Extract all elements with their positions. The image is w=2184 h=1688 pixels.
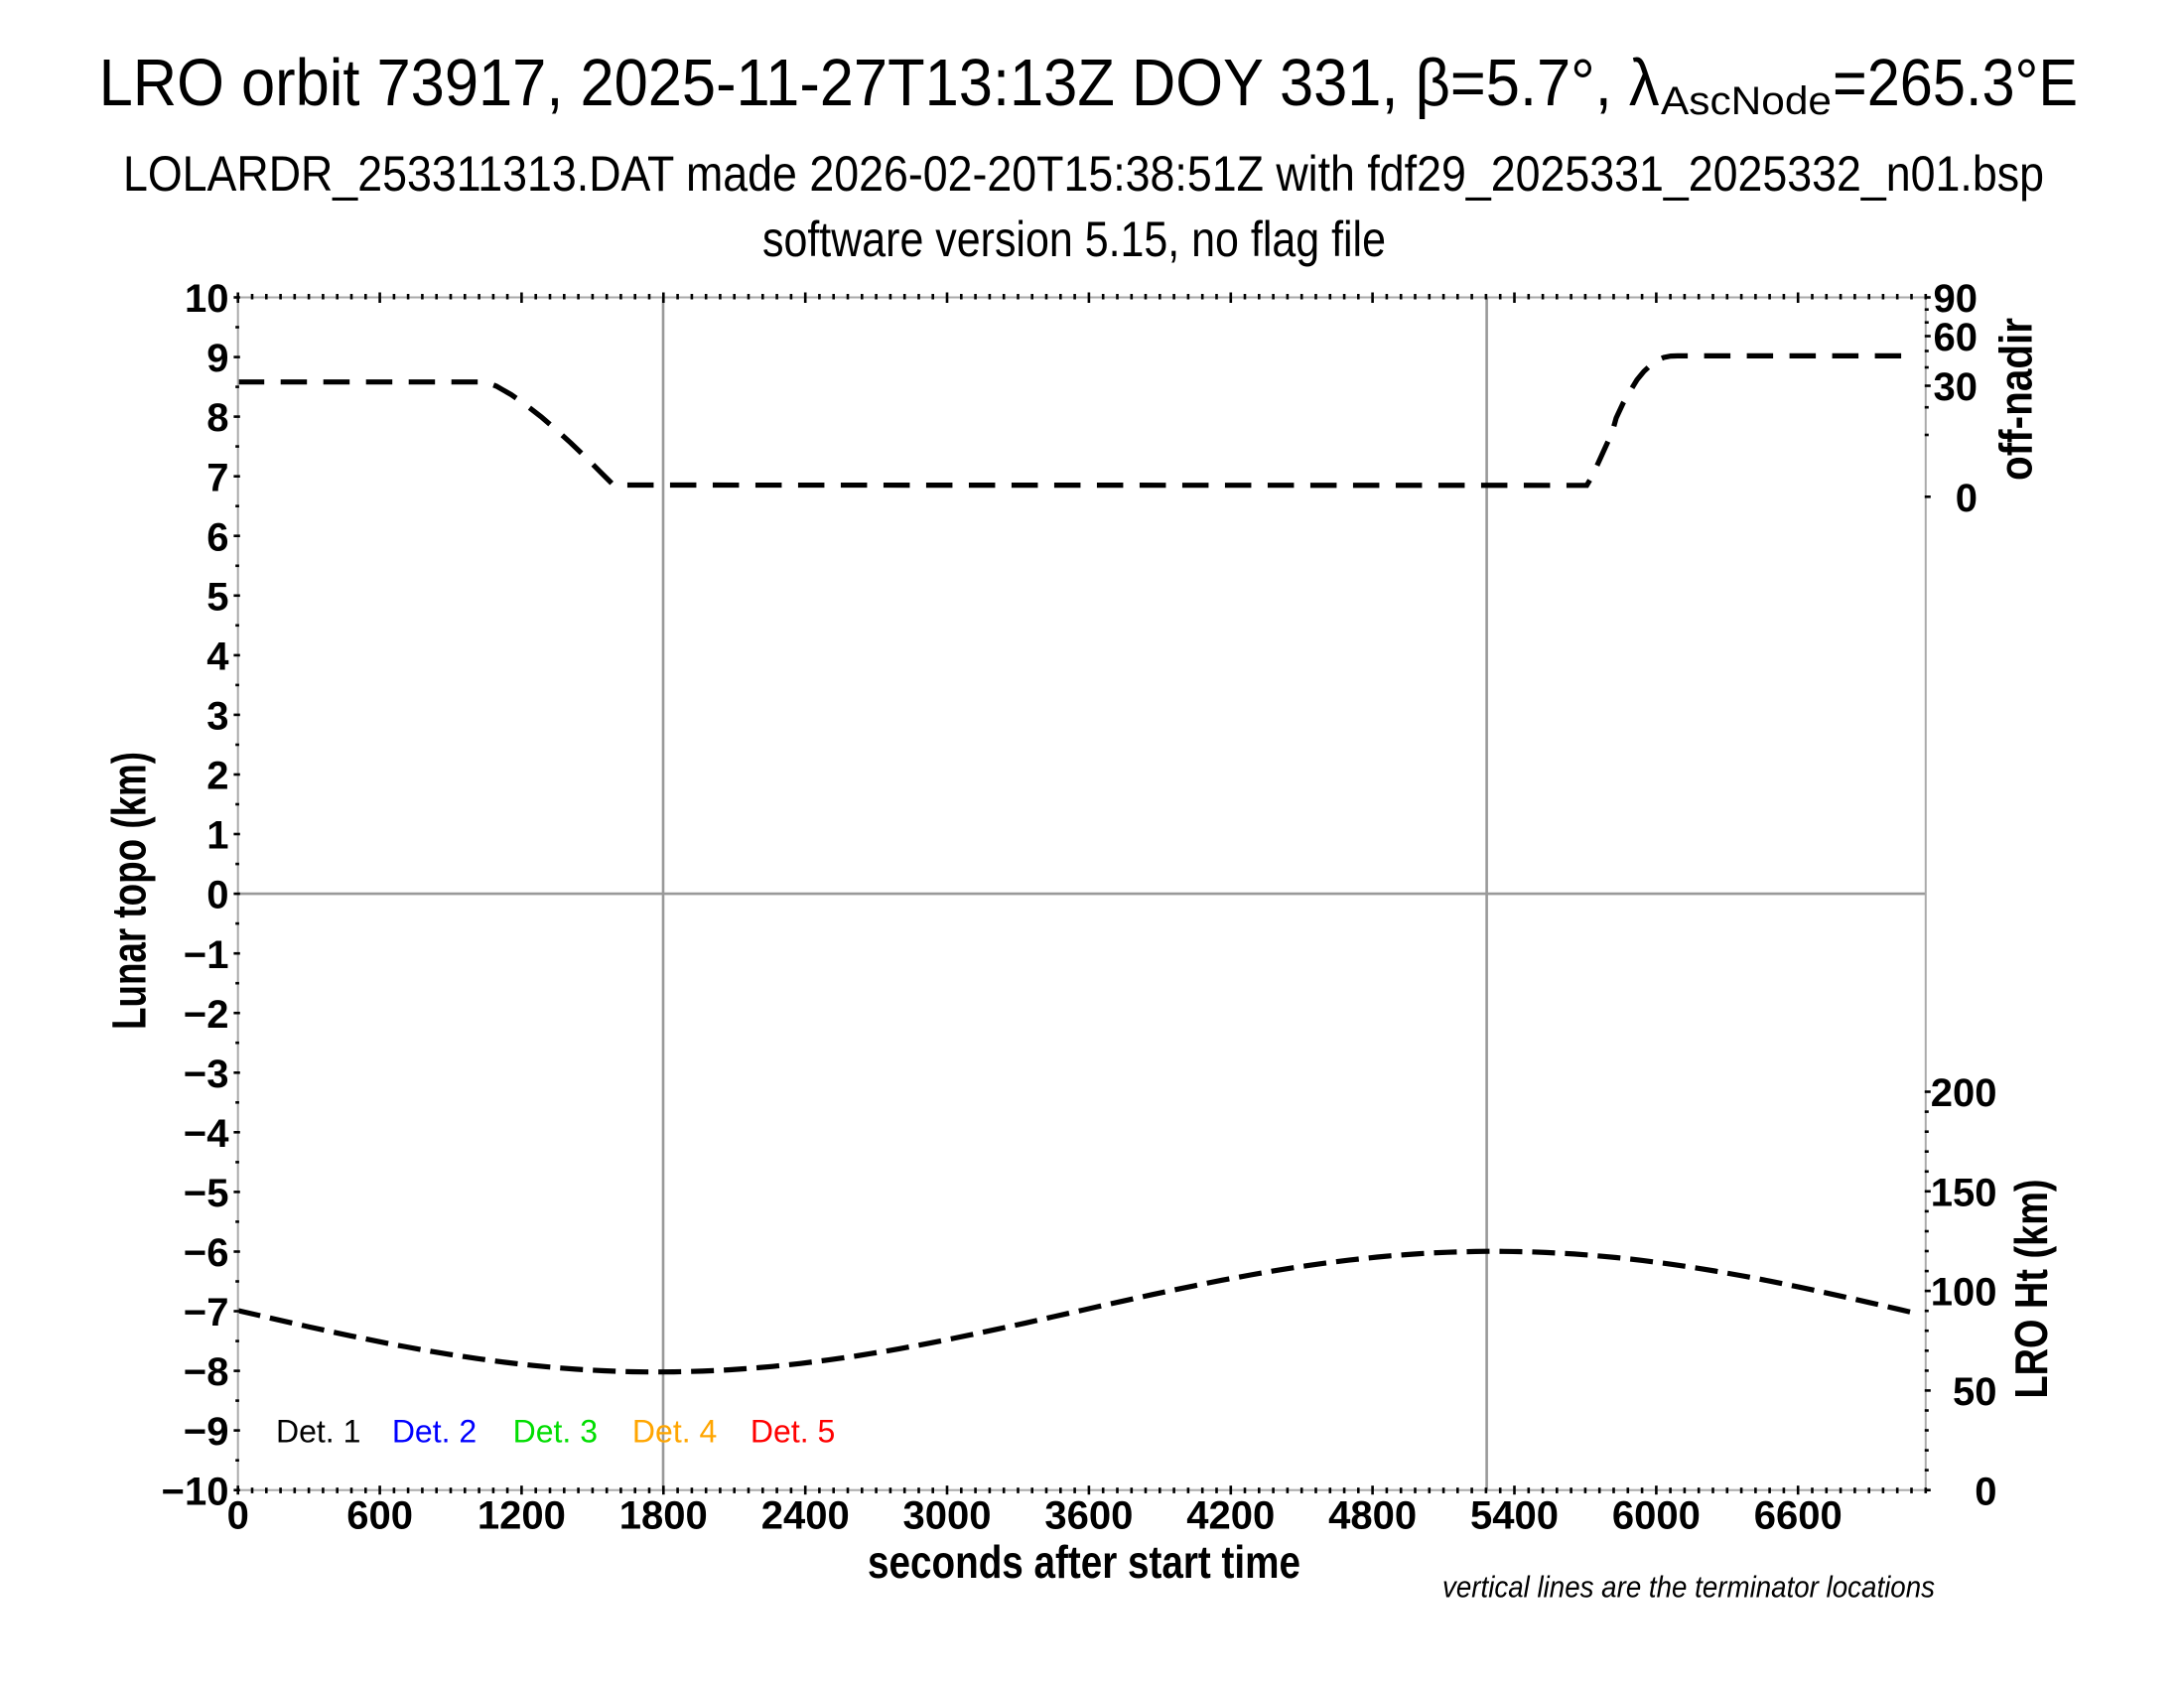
- svg-text:2: 2: [206, 755, 228, 798]
- svg-text:4200: 4200: [1186, 1494, 1275, 1538]
- svg-text:seconds after start time: seconds after start time: [868, 1536, 1300, 1588]
- svg-text:4: 4: [206, 635, 229, 679]
- svg-text:−1: −1: [184, 933, 229, 977]
- svg-text:0: 0: [1956, 477, 1978, 520]
- svg-text:100: 100: [1931, 1271, 1997, 1315]
- svg-text:60: 60: [1934, 316, 1979, 359]
- svg-text:6600: 6600: [1754, 1494, 1843, 1538]
- svg-text:3600: 3600: [1044, 1494, 1133, 1538]
- svg-text:3: 3: [206, 695, 228, 739]
- svg-text:0: 0: [206, 874, 228, 917]
- svg-text:7: 7: [206, 456, 228, 499]
- svg-text:=265.3°E: =265.3°E: [1833, 46, 2078, 120]
- svg-text:LRO orbit 73917, 2025-11-27T13: LRO orbit 73917, 2025-11-27T13:13Z DOY 3…: [99, 46, 1660, 120]
- svg-text:90: 90: [1934, 277, 1979, 321]
- svg-text:−8: −8: [184, 1350, 229, 1394]
- svg-text:8: 8: [206, 396, 228, 440]
- svg-text:1800: 1800: [619, 1494, 708, 1538]
- svg-text:Det. 2: Det. 2: [392, 1413, 477, 1449]
- svg-text:−9: −9: [184, 1410, 229, 1454]
- svg-text:Det. 4: Det. 4: [632, 1413, 717, 1449]
- svg-text:−2: −2: [184, 993, 229, 1037]
- svg-text:0: 0: [227, 1494, 249, 1538]
- svg-text:−4: −4: [184, 1112, 229, 1156]
- svg-text:9: 9: [206, 337, 228, 380]
- svg-text:6: 6: [206, 515, 228, 559]
- svg-text:1200: 1200: [478, 1494, 566, 1538]
- svg-text:3000: 3000: [903, 1494, 992, 1538]
- svg-text:1: 1: [206, 814, 228, 858]
- svg-text:Lunar topo (km): Lunar topo (km): [104, 752, 157, 1030]
- svg-text:LRO Ht (km): LRO Ht (km): [2005, 1180, 2057, 1399]
- svg-text:software version 5.15, no flag: software version 5.15, no flag file: [762, 211, 1386, 267]
- svg-text:10: 10: [185, 277, 229, 321]
- svg-text:−6: −6: [184, 1231, 229, 1275]
- svg-text:−7: −7: [184, 1291, 229, 1335]
- svg-text:5400: 5400: [1470, 1494, 1559, 1538]
- svg-text:−3: −3: [184, 1053, 229, 1096]
- svg-text:150: 150: [1931, 1171, 1997, 1214]
- svg-text:600: 600: [346, 1494, 413, 1538]
- svg-text:LOLARDR_253311313.DAT made 202: LOLARDR_253311313.DAT made 2026-02-20T15…: [123, 146, 2044, 202]
- svg-text:5: 5: [206, 575, 228, 619]
- svg-text:30: 30: [1934, 365, 1979, 409]
- svg-text:200: 200: [1931, 1071, 1997, 1115]
- svg-text:Det. 3: Det. 3: [513, 1413, 598, 1449]
- svg-text:Det. 5: Det. 5: [751, 1413, 835, 1449]
- svg-text:Det. 1: Det. 1: [276, 1413, 360, 1449]
- svg-text:vertical lines are the termina: vertical lines are the terminator locati…: [1442, 1570, 1935, 1605]
- svg-text:2400: 2400: [761, 1494, 850, 1538]
- svg-text:AscNode: AscNode: [1661, 79, 1832, 123]
- svg-text:0: 0: [1975, 1470, 1996, 1513]
- svg-text:4800: 4800: [1328, 1494, 1417, 1538]
- svg-text:−10: −10: [162, 1470, 229, 1513]
- svg-text:off-nadir: off-nadir: [1990, 318, 2042, 481]
- svg-text:50: 50: [1953, 1370, 1997, 1414]
- svg-text:−5: −5: [184, 1172, 229, 1215]
- svg-text:6000: 6000: [1612, 1494, 1701, 1538]
